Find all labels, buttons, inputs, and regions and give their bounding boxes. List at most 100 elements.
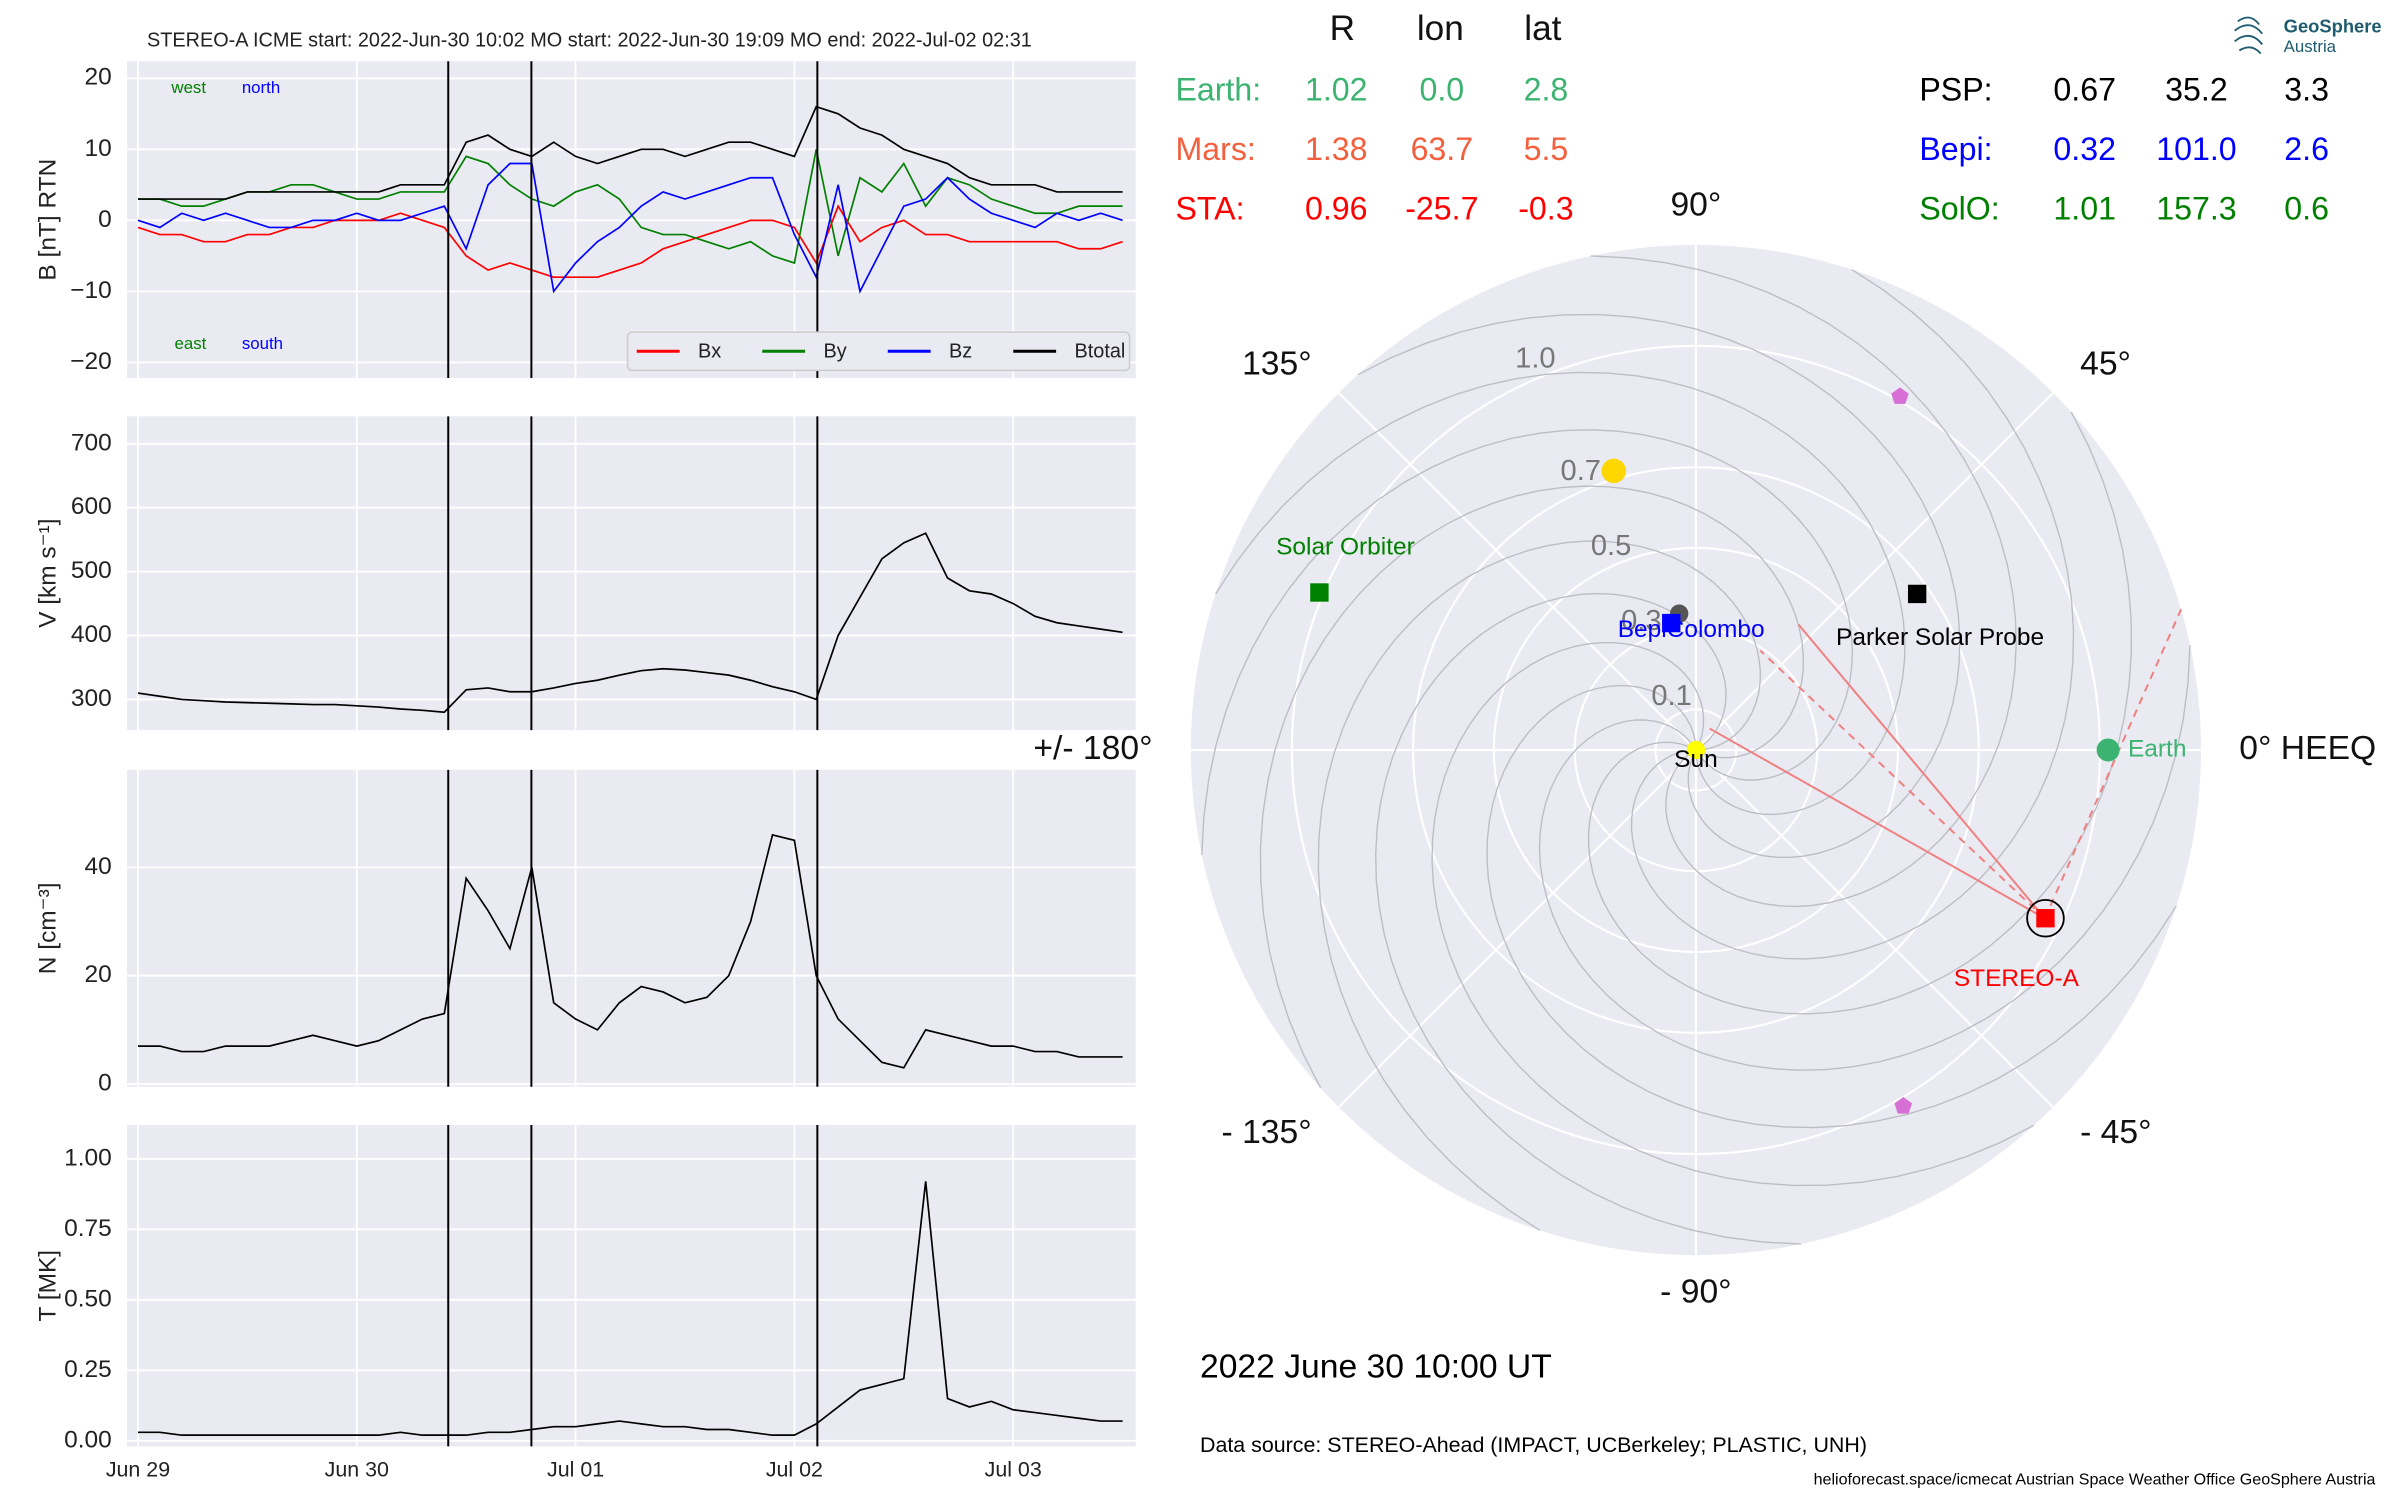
spiral-guide [1317, 540, 1762, 1231]
spiral-guide [1486, 684, 2177, 1129]
table-value: 1.01 [2053, 191, 2116, 227]
object-label: Parker Solar Probe [1836, 624, 2044, 651]
front-layer: 0° HEEQ 45° 90° 135° +/- 180° - 135° - 90° - 45… [1033, 9, 2376, 1310]
object-label: BepiColombo [1618, 616, 1765, 643]
y-axis-label: V [km s⁻¹] [34, 518, 61, 627]
table-value: 2.8 [1524, 71, 1569, 107]
object-label: STEREO-A [1954, 965, 2080, 992]
table-name: Bepi: [1919, 131, 1992, 167]
spiral-guide [1630, 269, 2075, 960]
marker [1686, 740, 1706, 760]
r-tick-label: 0.5 [1591, 530, 1631, 562]
fov-line [1759, 649, 2046, 920]
spiral-guide [1201, 429, 1854, 856]
y-tick-label: 300 [71, 685, 112, 712]
theta-label: - 45° [2080, 1114, 2151, 1151]
spoke [1695, 392, 2054, 751]
table-value: -0.3 [1518, 191, 1573, 227]
spoke [1695, 749, 2054, 1108]
annotation: east [174, 334, 206, 353]
data-line [137, 204, 1123, 279]
theta-label: - 135° [1222, 1114, 1312, 1151]
y-tick-label: 600 [71, 493, 112, 520]
logo-icon [2234, 16, 2263, 55]
date-label: 2022 June 30 10:00 UT [1200, 1348, 1552, 1385]
theta-label: 135° [1242, 346, 1312, 383]
table-value: 5.5 [1524, 131, 1569, 167]
y-axis-label: T [MK] [34, 1250, 61, 1322]
marker [2096, 738, 2120, 762]
chart-title: STEREO-A ICME start: 2022-Jun-30 10:02 M… [147, 30, 1032, 52]
object-label: Solar Orbiter [1276, 534, 1415, 561]
plot-area [127, 769, 1136, 1087]
table-header: R [1330, 9, 1355, 48]
legend-label: By [823, 340, 846, 362]
fov-line [2043, 608, 2183, 919]
y-tick-label: 400 [71, 621, 112, 648]
y-tick-label: 700 [71, 429, 112, 456]
logo [2234, 16, 2263, 55]
table-value: 0.6 [2284, 191, 2329, 227]
legend-label: Bz [949, 340, 972, 362]
table-name: SolO: [1919, 191, 1999, 227]
table-value: 1.02 [1305, 71, 1368, 107]
table-value: 3.3 [2284, 71, 2329, 107]
y-tick-label: 0.25 [64, 1356, 112, 1383]
y-tick-label: 0 [98, 1069, 112, 1096]
spiral-guide [1215, 371, 1906, 816]
y-axis-label: B [nT] RTN [34, 159, 61, 281]
y-axis-label: N [cm⁻³] [34, 882, 61, 974]
fov-line [1709, 727, 2046, 920]
plot-area [127, 1125, 1136, 1447]
logo-sub: Austria [2284, 37, 2337, 56]
table-value: 0.32 [2053, 131, 2116, 167]
object-label: Earth [2128, 735, 2186, 762]
y-tick-label: 0 [98, 206, 112, 233]
data-line [137, 1181, 1123, 1436]
r-tick-label: 0.1 [1651, 680, 1691, 712]
x-tick-label: Jun 29 [106, 1458, 170, 1482]
y-tick-label: 40 [85, 853, 112, 880]
data-line [137, 105, 1123, 200]
theta-label: +/- 180° [1033, 730, 1152, 767]
table-value: -25.7 [1405, 191, 1478, 227]
y-tick-label: 20 [85, 961, 112, 988]
table-value: 0.67 [2053, 71, 2116, 107]
spiral-guide [1375, 592, 1801, 1245]
x-tick-label: Jun 30 [325, 1458, 389, 1482]
table-value: 0.96 [1305, 191, 1368, 227]
marker [1907, 584, 1927, 604]
table-header: lat [1524, 9, 1561, 48]
table-name: Mars: [1176, 131, 1256, 167]
spiral-guide [1538, 644, 2191, 1071]
y-tick-label: 20 [85, 64, 112, 91]
marker-ring [2026, 898, 2065, 938]
legend-label: Btotal [1074, 340, 1125, 362]
y-tick-label: 0.75 [64, 1215, 112, 1242]
table-value: 101.0 [2156, 131, 2236, 167]
legend-box [626, 331, 1131, 372]
x-tick-label: Jul 03 [985, 1458, 1042, 1482]
spiral-guide [1259, 485, 1804, 1089]
table-value: 157.3 [2156, 191, 2236, 227]
data-line [137, 149, 1123, 265]
y-tick-label: 0.50 [64, 1285, 112, 1312]
spoke [1337, 392, 1697, 751]
marker [1601, 458, 1627, 484]
x-tick-label: Jul 02 [766, 1458, 823, 1482]
table-value: 0.0 [1420, 71, 1465, 107]
annotation: north [242, 78, 280, 97]
object-label: Sun [1674, 746, 1718, 773]
fov-lines [1709, 608, 2183, 920]
marker [1662, 613, 1681, 633]
logo-name: GeoSphere [2284, 15, 2382, 36]
theta-label: - 90° [1660, 1273, 1731, 1310]
table-header: lon [1417, 9, 1464, 48]
theta-label: 45° [2080, 346, 2131, 383]
data-line [137, 532, 1123, 714]
legend-label: Bx [698, 340, 721, 362]
annotation: south [242, 334, 283, 353]
annotation: west [170, 78, 206, 97]
